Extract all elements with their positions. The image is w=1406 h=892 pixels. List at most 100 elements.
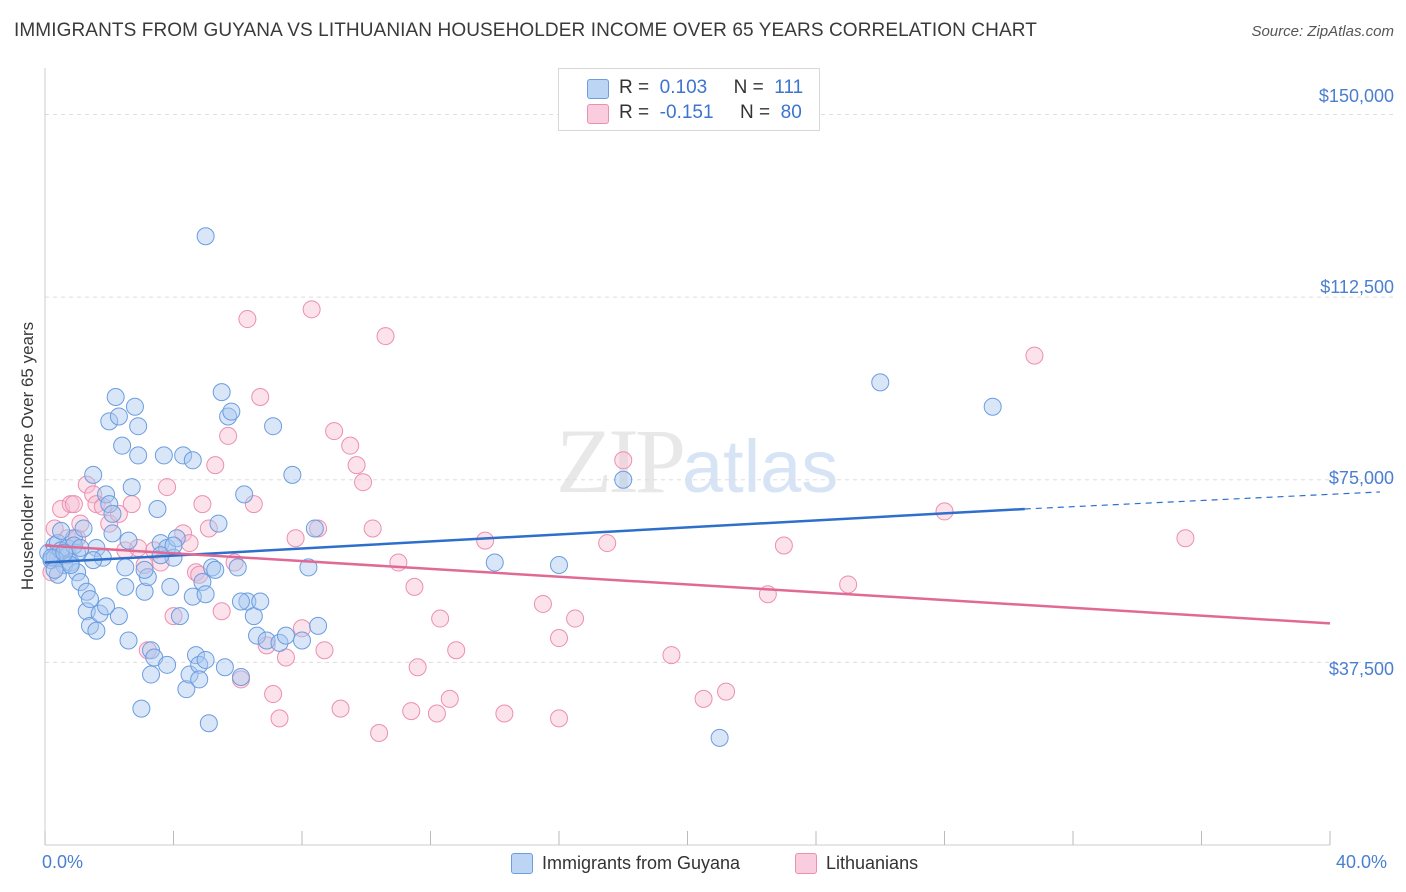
guyana-point xyxy=(68,563,87,582)
guyana-point xyxy=(158,655,177,674)
lithuanian-point xyxy=(839,575,858,594)
guyana-point xyxy=(103,504,122,523)
guyana-point xyxy=(125,397,144,416)
guyana-point xyxy=(251,592,270,611)
r-value: 0.103 xyxy=(659,77,708,98)
legend-swatch-blue xyxy=(587,79,609,99)
guyana-point xyxy=(305,519,324,538)
guyana-point xyxy=(132,699,151,718)
guyana-point xyxy=(180,665,199,684)
legend-swatch-pink xyxy=(795,853,817,874)
guyana-point xyxy=(276,626,295,645)
guyana-point xyxy=(119,631,138,650)
lithuanian-point xyxy=(238,310,257,329)
watermark-zip: ZIP xyxy=(556,410,686,512)
lithuanian-point xyxy=(270,709,289,728)
r-value: -0.151 xyxy=(659,102,714,123)
lithuanian-point xyxy=(447,641,466,660)
guyana-point xyxy=(52,521,71,540)
guyana-point xyxy=(90,604,109,623)
guyana-point xyxy=(199,714,218,733)
guyana-point xyxy=(186,646,205,665)
legend-label: Immigrants from Guyana xyxy=(542,853,741,873)
legend-label: Lithuanians xyxy=(826,853,919,873)
watermark-atlas: atlas xyxy=(682,425,839,508)
guyana-point xyxy=(74,519,93,538)
lithuanian-point xyxy=(694,689,713,708)
guyana-trend-line xyxy=(44,507,1025,564)
guyana-point xyxy=(122,478,141,497)
lithuanian-point xyxy=(431,609,450,628)
lithuanian-point xyxy=(408,658,427,677)
guyana-point xyxy=(109,407,128,426)
guyana-point xyxy=(129,417,148,436)
guyana-point xyxy=(293,631,311,650)
lithuanian-point xyxy=(717,682,736,701)
lithuanian-point xyxy=(347,456,366,475)
lithuanian-point xyxy=(662,646,681,665)
lithuanian-point xyxy=(199,519,218,538)
lithuanian-point xyxy=(158,478,177,497)
guyana-point xyxy=(142,665,161,684)
guyana-point xyxy=(87,621,106,640)
lithuanian-point xyxy=(64,495,83,514)
lithuanian-trend-line xyxy=(44,544,1331,625)
guyana-point xyxy=(71,573,90,592)
lithuanian-point xyxy=(598,534,617,553)
lithuanian-point xyxy=(440,689,459,708)
guyana-point xyxy=(219,407,238,426)
guyana-point xyxy=(48,565,67,584)
source-credit: Source: ZipAtlas.com xyxy=(1251,23,1394,40)
guyana-point xyxy=(871,373,890,392)
guyana-point xyxy=(80,590,99,609)
guyana-point xyxy=(228,558,247,577)
legend-stats: R = 0.103 N = 111 xyxy=(619,77,804,98)
lithuanian-point xyxy=(405,577,424,596)
y-tick-label: $37,500 xyxy=(1328,659,1394,679)
guyana-point xyxy=(170,607,189,626)
lithuanian-point xyxy=(363,519,382,538)
guyana-point xyxy=(193,573,212,592)
guyana-point xyxy=(119,531,138,550)
lithuanian-point xyxy=(331,699,350,718)
guyana-point xyxy=(148,499,167,518)
correlation-legend: R = 0.103 N = 111 R = -0.151 N = 80 xyxy=(558,68,820,131)
guyana-point xyxy=(154,446,173,465)
guyana-point xyxy=(485,553,504,572)
guyana-point xyxy=(97,485,116,504)
guyana-point xyxy=(113,436,132,455)
lithuanian-point xyxy=(164,607,183,626)
guyana-point xyxy=(248,626,267,645)
guyana-point xyxy=(164,536,183,555)
guyana-point xyxy=(203,558,222,577)
guyana-point xyxy=(100,412,119,431)
lithuanian-point xyxy=(370,723,389,742)
lithuanian-point xyxy=(84,485,103,504)
guyana-point xyxy=(309,616,328,635)
y-tick-label: $112,500 xyxy=(1320,277,1394,297)
guyana-point xyxy=(100,495,119,514)
guyana-point xyxy=(215,658,234,677)
chart-title: IMMIGRANTS FROM GUYANA VS LITHUANIAN HOU… xyxy=(14,20,1037,41)
lithuanian-point xyxy=(550,629,568,648)
lithuanian-point xyxy=(476,531,495,550)
lithuanian-point xyxy=(774,536,793,555)
guyana-point xyxy=(299,558,318,577)
y-tick-label: $150,000 xyxy=(1318,86,1394,106)
guyana-point xyxy=(109,607,128,626)
lithuanian-point xyxy=(251,387,270,406)
lithuanian-point xyxy=(533,594,552,613)
guyana-point xyxy=(103,524,122,543)
guyana-point xyxy=(283,465,302,484)
legend-swatch-pink xyxy=(587,104,609,124)
lithuanian-point xyxy=(495,704,514,723)
lithuanian-point xyxy=(1176,529,1195,548)
guyana-point xyxy=(161,577,180,596)
lithuanian-point xyxy=(264,685,283,704)
lithuanian-point xyxy=(219,426,238,445)
guyana-point xyxy=(983,397,1002,416)
lithuanian-point xyxy=(550,709,568,728)
guyana-point xyxy=(129,446,148,465)
lithuanian-point xyxy=(427,704,446,723)
